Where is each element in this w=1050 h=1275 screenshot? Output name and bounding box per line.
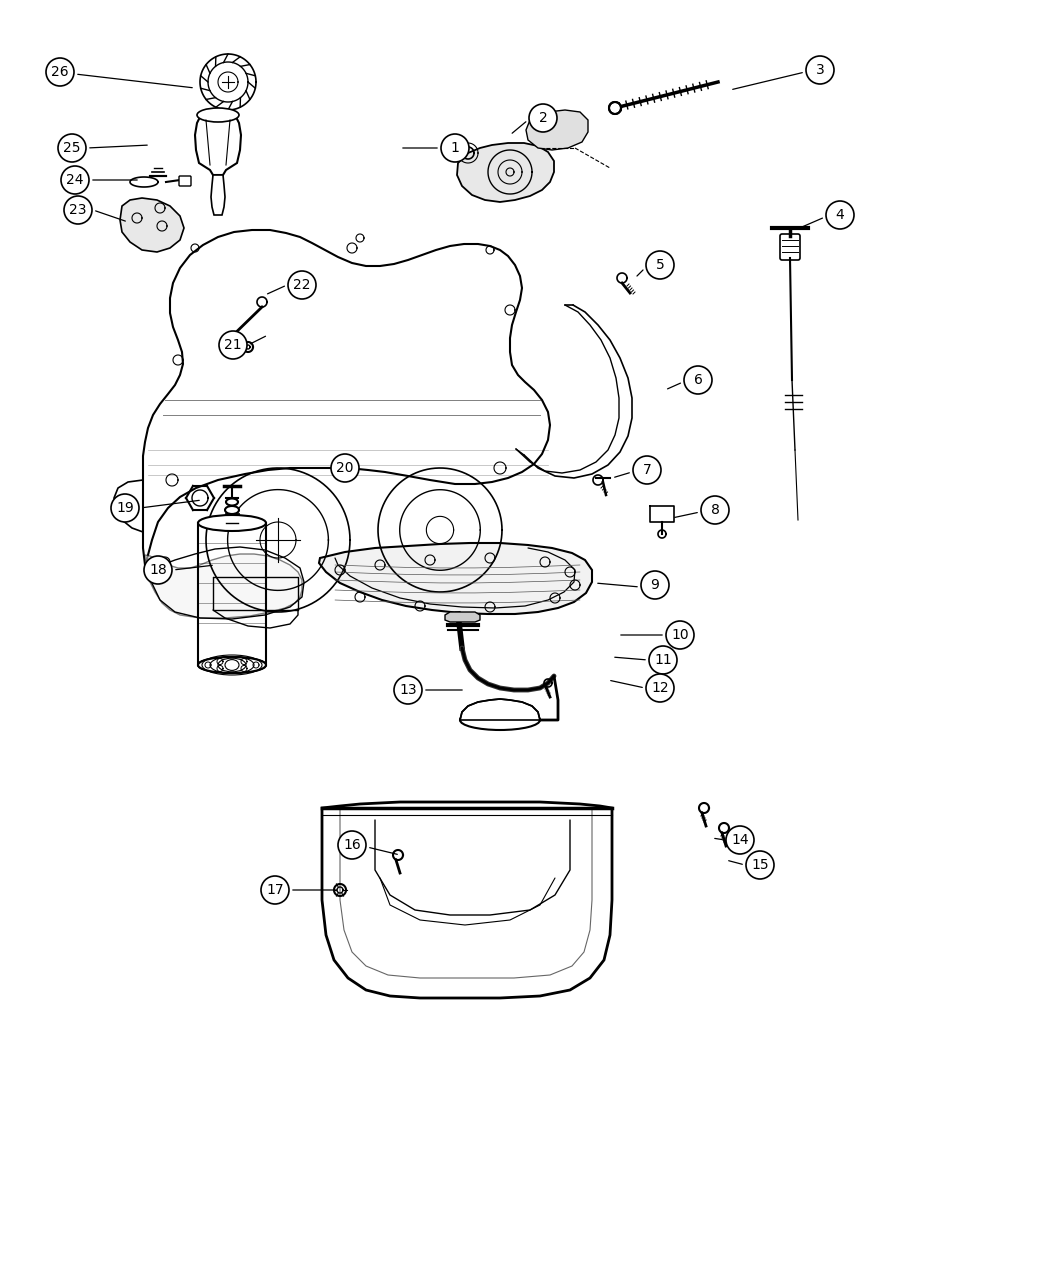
- Polygon shape: [457, 143, 554, 201]
- Text: 19: 19: [117, 501, 134, 515]
- Circle shape: [61, 166, 89, 194]
- Polygon shape: [445, 612, 480, 622]
- Text: 6: 6: [694, 374, 702, 388]
- Circle shape: [441, 134, 469, 162]
- Polygon shape: [460, 699, 540, 720]
- Text: 26: 26: [51, 65, 69, 79]
- Polygon shape: [145, 555, 302, 618]
- Circle shape: [666, 621, 694, 649]
- Text: 1: 1: [450, 142, 460, 156]
- Polygon shape: [120, 198, 184, 252]
- Text: 7: 7: [643, 463, 651, 477]
- Circle shape: [640, 571, 669, 599]
- Ellipse shape: [225, 506, 239, 514]
- Text: 14: 14: [731, 833, 749, 847]
- Polygon shape: [526, 110, 588, 150]
- FancyBboxPatch shape: [178, 176, 191, 186]
- Ellipse shape: [226, 499, 238, 505]
- Circle shape: [684, 366, 712, 394]
- Circle shape: [219, 332, 247, 360]
- Text: 8: 8: [711, 504, 719, 516]
- Text: 9: 9: [651, 578, 659, 592]
- Text: 18: 18: [149, 564, 167, 578]
- Text: 22: 22: [293, 278, 311, 292]
- Polygon shape: [322, 802, 612, 998]
- Circle shape: [58, 134, 86, 162]
- Text: 10: 10: [671, 629, 689, 643]
- Text: 13: 13: [399, 683, 417, 697]
- Circle shape: [64, 196, 92, 224]
- Ellipse shape: [197, 108, 239, 122]
- Text: 23: 23: [69, 203, 87, 217]
- Circle shape: [646, 674, 674, 703]
- Polygon shape: [195, 115, 242, 175]
- Ellipse shape: [460, 710, 540, 731]
- Text: 20: 20: [336, 462, 354, 476]
- Text: 17: 17: [267, 884, 284, 898]
- Circle shape: [726, 826, 754, 854]
- Circle shape: [46, 57, 74, 85]
- Circle shape: [111, 493, 139, 521]
- Circle shape: [394, 676, 422, 704]
- Text: 11: 11: [654, 653, 672, 667]
- Circle shape: [826, 201, 854, 229]
- Circle shape: [261, 876, 289, 904]
- Text: 15: 15: [751, 858, 769, 872]
- Text: 4: 4: [836, 208, 844, 222]
- Text: 21: 21: [225, 338, 242, 352]
- Circle shape: [701, 496, 729, 524]
- Text: 12: 12: [651, 681, 669, 695]
- Circle shape: [288, 272, 316, 300]
- Text: 2: 2: [539, 111, 547, 125]
- Circle shape: [806, 56, 834, 84]
- Text: 25: 25: [63, 142, 81, 156]
- Circle shape: [331, 454, 359, 482]
- Circle shape: [144, 556, 172, 584]
- Circle shape: [529, 105, 557, 133]
- Ellipse shape: [198, 515, 266, 530]
- Text: 16: 16: [343, 838, 361, 852]
- Ellipse shape: [198, 657, 266, 673]
- Polygon shape: [319, 543, 592, 615]
- FancyBboxPatch shape: [780, 235, 800, 260]
- Text: 3: 3: [816, 62, 824, 76]
- Text: 24: 24: [66, 173, 84, 187]
- Circle shape: [338, 831, 366, 859]
- Polygon shape: [143, 230, 550, 565]
- Ellipse shape: [198, 657, 266, 673]
- Circle shape: [746, 850, 774, 878]
- Polygon shape: [211, 175, 225, 215]
- Circle shape: [646, 251, 674, 279]
- Polygon shape: [609, 102, 621, 113]
- Circle shape: [649, 646, 677, 674]
- Text: 5: 5: [655, 258, 665, 272]
- Circle shape: [633, 456, 662, 484]
